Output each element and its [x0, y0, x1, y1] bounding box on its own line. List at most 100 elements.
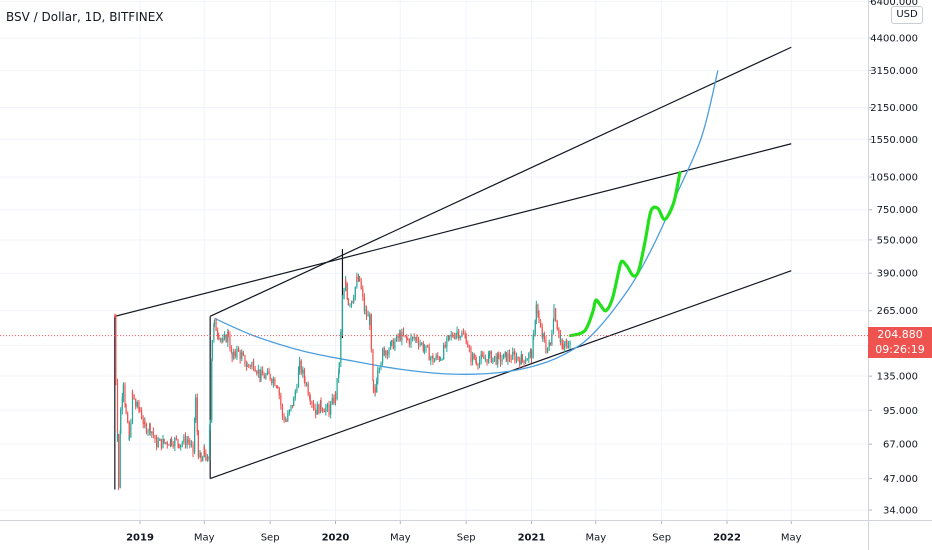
- candle-body: [283, 415, 285, 421]
- candle-body: [489, 351, 491, 355]
- x-tick-label: Sep: [652, 533, 671, 544]
- last-price-tag: 204.880 09:26:19: [868, 327, 932, 358]
- candle-body: [266, 371, 269, 375]
- candle-body: [325, 407, 327, 413]
- candle-body: [207, 456, 209, 460]
- candle-body: [323, 410, 325, 413]
- candle-body: [186, 440, 188, 446]
- candle-body: [345, 280, 347, 285]
- candle-body: [297, 370, 300, 388]
- chart-grid: [0, 0, 868, 520]
- y-tick-label: 135.000: [877, 372, 918, 383]
- candle-body: [121, 397, 123, 410]
- candle-body: [452, 334, 454, 337]
- candle-body: [312, 403, 315, 408]
- candle-body: [338, 372, 340, 379]
- candle-body: [458, 330, 460, 339]
- candle-body: [192, 446, 194, 453]
- y-tick-label: 3150.000: [870, 66, 918, 77]
- candle-body: [181, 442, 183, 445]
- candle-body: [209, 428, 211, 460]
- candle-body: [227, 331, 229, 336]
- candle-body: [515, 356, 518, 361]
- x-tick-label: May: [585, 533, 606, 544]
- candle-body: [529, 350, 532, 354]
- candle-body: [394, 340, 396, 349]
- candle-body: [381, 350, 384, 364]
- candle-body: [390, 342, 392, 350]
- time-axis[interactable]: 2019 May Sep 2020 May Sep 2021 May Sep 2022 May: [126, 520, 802, 544]
- candle-body: [160, 438, 163, 448]
- candle-body: [133, 394, 135, 399]
- candle-body: [383, 348, 385, 356]
- candle-body: [144, 421, 146, 425]
- trend-lines[interactable]: [114, 46, 792, 490]
- y-tick-label: 6400.000: [870, 0, 918, 8]
- candle-body: [262, 370, 264, 376]
- candle-body: [415, 337, 417, 339]
- projection-path: [569, 170, 682, 338]
- candle-body: [341, 299, 344, 302]
- candle-body: [241, 353, 243, 360]
- candle-body: [473, 353, 475, 359]
- candle-body: [534, 320, 536, 334]
- candle-body: [320, 400, 322, 409]
- candle-body: [260, 370, 262, 379]
- candle-body: [470, 352, 472, 362]
- candle-body: [543, 333, 545, 341]
- candle-body: [503, 353, 505, 360]
- candle-body: [293, 397, 295, 407]
- candle-body: [127, 413, 129, 423]
- currency-badge[interactable]: USD: [891, 6, 923, 24]
- candle-body: [483, 356, 485, 359]
- candle-body: [546, 347, 549, 353]
- candle-body: [149, 424, 151, 433]
- candle-body: [120, 409, 122, 434]
- candle-body: [288, 409, 291, 414]
- candle-body: [326, 404, 329, 408]
- candle-body: [336, 378, 338, 400]
- candle-body: [548, 342, 550, 348]
- projection-group[interactable]: [569, 170, 682, 338]
- candle-body: [221, 338, 223, 341]
- candle-body: [406, 335, 408, 339]
- candle-body: [490, 351, 492, 363]
- candle-body: [252, 360, 255, 369]
- x-tick-label: Sep: [457, 533, 476, 544]
- candle-body: [195, 397, 197, 421]
- price-axis[interactable]: 6400.000 4400.000 3150.000 2150.000 1550.000…: [868, 0, 918, 517]
- candle-body: [340, 331, 342, 363]
- candle-body: [231, 352, 233, 359]
- candle-body: [552, 320, 555, 334]
- candle-body: [378, 368, 380, 371]
- candle-body: [567, 345, 570, 349]
- candle-body: [197, 431, 199, 458]
- candle-body: [139, 409, 141, 411]
- candle-body: [285, 420, 287, 422]
- candle-body: [528, 353, 530, 359]
- candle-body: [117, 434, 120, 488]
- candle-body: [411, 336, 414, 338]
- candle-body: [499, 355, 502, 362]
- candle-body: [172, 444, 174, 447]
- symbol-title[interactable]: BSV / Dollar, 1D, BITFINEX: [6, 10, 164, 24]
- candle-body: [480, 354, 482, 360]
- candle-body: [290, 404, 292, 410]
- candle-body: [328, 408, 330, 415]
- bar-countdown: 09:26:19: [875, 343, 925, 356]
- trend-line-upper-resistance: [114, 143, 792, 317]
- candle-body: [475, 360, 477, 364]
- candle-body: [558, 328, 560, 334]
- candle-body: [356, 277, 358, 281]
- candle-body: [281, 413, 284, 416]
- candle-body: [239, 351, 241, 360]
- candle-body: [374, 387, 376, 393]
- candle-body: [177, 439, 179, 444]
- candle-body: [395, 335, 398, 341]
- candle-body: [416, 337, 418, 341]
- candle-body: [205, 452, 207, 460]
- candle-body: [311, 401, 313, 404]
- candle-body: [453, 336, 455, 339]
- candle-body: [456, 330, 458, 334]
